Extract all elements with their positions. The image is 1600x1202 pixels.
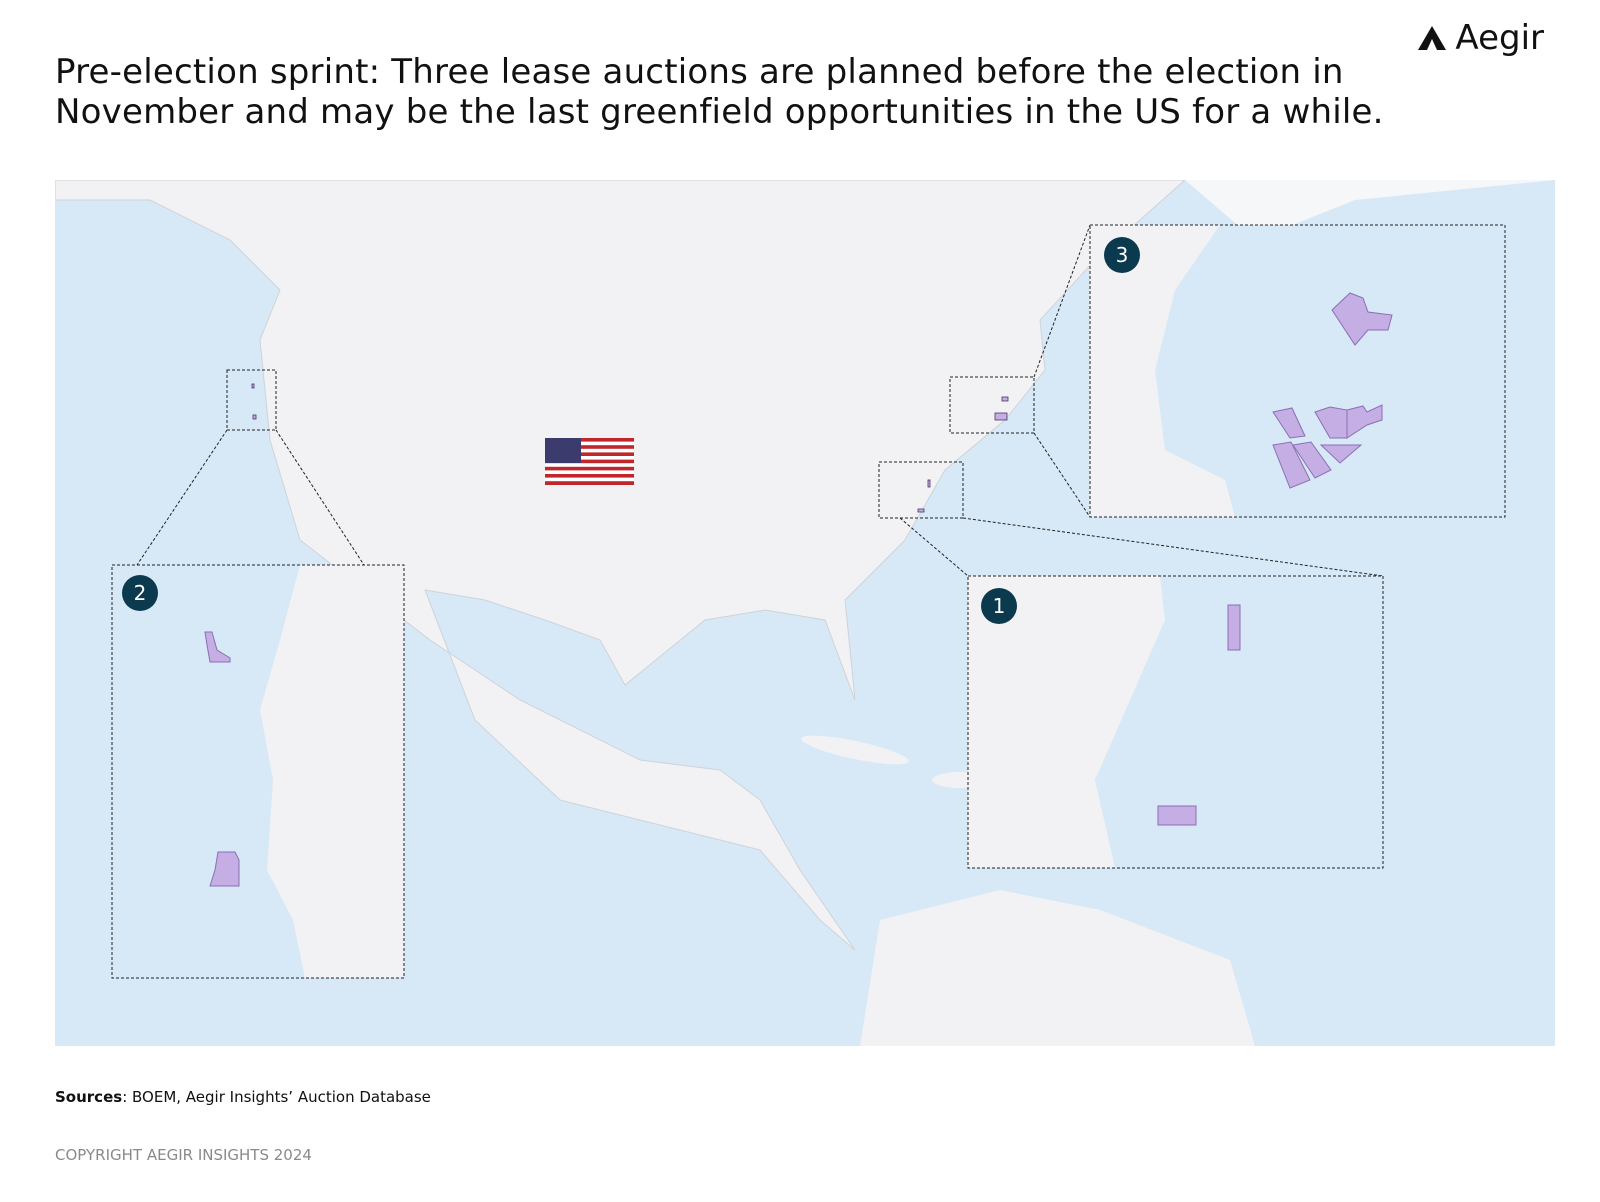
inset-2: 2	[111, 564, 405, 979]
logo-notch	[1427, 39, 1438, 50]
land-north	[55, 180, 1555, 240]
land	[55, 180, 1186, 951]
sources-text: : BOEM, Aegir Insights’ Auction Database	[122, 1088, 431, 1106]
sources-label: Sources	[55, 1088, 123, 1106]
inset-3: 3	[1089, 224, 1506, 518]
logo: Aegir	[1417, 18, 1544, 58]
us-flag	[545, 438, 634, 485]
inset-number: 1	[993, 594, 1006, 618]
lease-areas	[1272, 292, 1393, 489]
inset-badge	[1104, 237, 1140, 273]
inset-number: 3	[1116, 243, 1129, 267]
copyright: COPYRIGHT AEGIR INSIGHTS 2024	[55, 1146, 312, 1164]
lease-area	[204, 631, 231, 663]
logo-text: Aegir	[1455, 18, 1544, 58]
lease-area	[209, 851, 240, 887]
mini-leases	[251, 383, 1009, 513]
inset-badge	[122, 575, 158, 611]
lease-area	[1227, 604, 1241, 651]
map: 2 1 3	[55, 180, 1555, 1046]
logo-icon	[1418, 26, 1447, 50]
inset-1: 1	[967, 575, 1384, 869]
flag-stripes	[545, 438, 634, 485]
inset-land	[968, 576, 1165, 868]
inset-badge	[981, 588, 1017, 624]
source-boxes	[136, 224, 1384, 577]
land-south-america	[860, 890, 1255, 1046]
inset-land	[260, 565, 404, 978]
title: Pre-election sprint: Three lease auction…	[55, 52, 1384, 132]
inset-land	[1090, 225, 1235, 517]
flag-canton	[545, 438, 581, 463]
inset-number: 2	[134, 581, 147, 605]
land-cuba	[801, 735, 909, 765]
inset-frame	[1089, 224, 1506, 518]
lease-area	[1157, 805, 1197, 826]
sources: Sources: BOEM, Aegir Insights’ Auction D…	[55, 1088, 431, 1106]
logo-triangle	[1418, 26, 1447, 50]
inset-frame	[111, 564, 405, 979]
inset-frame	[967, 575, 1384, 869]
